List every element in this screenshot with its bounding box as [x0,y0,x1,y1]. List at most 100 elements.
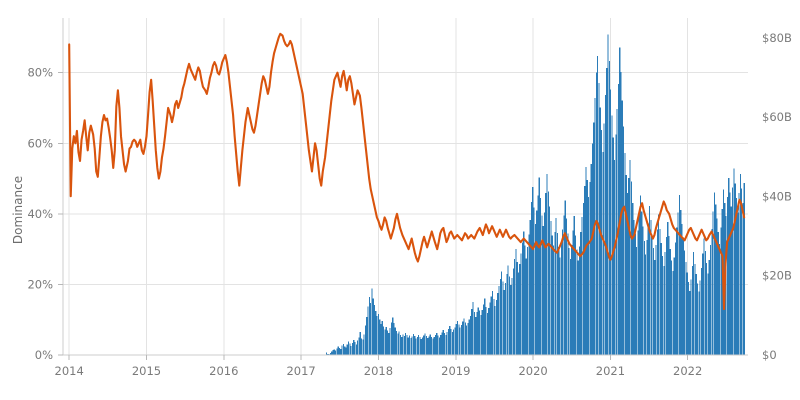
volume-bar [371,288,373,355]
volume-bar [337,346,339,355]
volume-bar [389,328,391,355]
volume-bar [580,232,582,355]
volume-bar [625,175,627,355]
volume-bar [693,251,695,355]
volume-bar [621,100,623,355]
volume-bar [632,202,634,355]
volume-bar [737,212,739,355]
volume-bar [410,337,412,355]
volume-bar [477,307,479,355]
volume-bar [694,263,696,355]
volume-bar [351,343,354,355]
volume-bar [397,333,399,355]
volume-bar [674,242,677,355]
volume-bar [360,338,363,355]
volume-bar [381,320,383,355]
volume-bar [494,305,496,355]
volume-bar [634,233,636,355]
volume-bar [568,247,570,355]
volume-bar [597,56,599,356]
volume-bar [377,313,379,355]
volume-bar [585,167,587,355]
volume-bar [717,232,719,355]
volume-bar [638,213,640,355]
volume-bar [619,47,621,356]
volume-bar [707,273,709,355]
volume-bar [604,94,607,356]
volume-bar [729,192,731,355]
volume-bar [335,350,337,355]
volume-bar [376,316,378,355]
volume-bar [418,334,420,355]
volume-bar [646,240,648,355]
volume-bar [501,271,503,355]
volume-bar [495,299,498,355]
volume-bar [411,336,413,355]
volume-bar [458,324,460,355]
volume-bar [642,226,644,355]
volume-bar [665,236,667,355]
volume-bar [735,198,738,355]
volume-bar [573,216,575,355]
volume-bar [555,217,557,355]
volume-bar [623,126,625,355]
volume-bar [383,326,385,355]
volume-bar [628,178,630,355]
volume-bar [393,322,395,355]
volume-bar [564,200,566,355]
volume-bar [577,260,579,355]
volume-bar [459,327,461,355]
volume-bar [328,353,330,355]
x-tick-label: 2015 [132,364,161,378]
volume-bar [550,220,552,355]
volume-bar [698,291,700,355]
volume-bar [524,245,526,355]
volume-bar [425,335,427,355]
volume-bar [466,325,468,355]
volume-bar [617,83,619,355]
volume-bar [689,290,691,355]
volume-bar [489,302,491,355]
dominance-line [68,32,746,311]
volume-bar [427,337,429,355]
volume-bar [329,353,331,355]
volume-bar [379,319,381,355]
right-tick-labels: $0 $20B $40B $60B $80B [762,31,792,362]
volume-bar [408,335,411,355]
volume-bar [734,183,736,355]
volume-bar [668,236,670,355]
x-tick-labels: 2014 2015 2016 2017 2018 2019 2020 2021 2022 [55,364,703,378]
volume-bar [485,307,487,355]
volume-bar [699,280,701,355]
volume-bar [647,223,649,355]
volume-bar [708,259,710,355]
volume-bar [739,174,741,355]
volume-bar [363,334,365,355]
volume-bar [499,278,501,355]
volume-bar [421,337,424,355]
volume-bar [464,322,466,355]
y-tick-label: 60% [27,136,53,150]
volume-bar [469,316,472,355]
volume-bar [562,229,564,355]
axes-group [58,18,748,360]
volume-bar [420,339,422,355]
volume-bar [450,329,452,355]
volume-bar [445,335,447,355]
volume-bar [405,332,407,355]
volume-bar [678,194,680,355]
volume-bar [738,193,740,355]
volume-bar [370,303,372,355]
volume-bar [677,212,679,355]
volume-bar [468,319,470,355]
volume-bar [611,115,613,355]
volume-bar [423,335,425,355]
volume-bar [576,249,578,355]
volume-bar [560,243,562,355]
volume-bar [661,255,664,355]
x-tick-label: 2014 [55,364,84,378]
volume-bar [394,327,396,355]
volume-bar [741,188,743,355]
volume-bar [390,322,392,355]
volume-bar [732,187,734,355]
